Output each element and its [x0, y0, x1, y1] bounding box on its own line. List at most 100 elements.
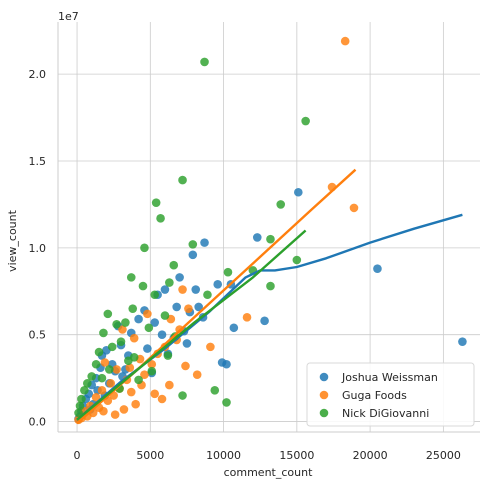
y-axis-title: view_count [6, 209, 19, 272]
legend-label-joshua-weissman: Joshua Weissman [341, 371, 438, 384]
point-nick-digiovanni [124, 356, 133, 366]
x-tick-label: 10000 [206, 449, 241, 462]
point-nick-digiovanni [116, 337, 126, 346]
point-nick-digiovanni [103, 309, 113, 319]
point-guga-foods [349, 203, 359, 213]
point-nick-digiovanni [156, 214, 165, 223]
point-guga-foods [119, 405, 129, 414]
point-guga-foods [99, 406, 108, 416]
axes-layer: 0 5000 10000 15000 20000 25000 0.0 0.5 1.0 1.5 2.0 [29, 22, 480, 462]
point-joshua-weissman [252, 233, 262, 242]
point-nick-digiovanni [169, 260, 179, 270]
point-joshua-weissman [222, 359, 231, 369]
point-joshua-weissman [143, 344, 152, 353]
point-nick-digiovanni [147, 366, 157, 376]
legend-marker-joshua-weissman [319, 372, 329, 382]
legend: Joshua Weissman Guga Foods Nick DiGiovanni [306, 362, 475, 427]
point-joshua-weissman [260, 316, 269, 326]
point-joshua-weissman [294, 187, 303, 197]
point-nick-digiovanni [178, 391, 187, 400]
y-tick-label: 1.5 [29, 155, 47, 168]
point-guga-foods [192, 370, 202, 379]
point-nick-digiovanni [77, 394, 86, 404]
point-nick-digiovanni [301, 116, 310, 126]
points-layer [74, 36, 467, 425]
point-guga-foods [106, 379, 116, 388]
point-guga-foods [242, 313, 252, 322]
point-nick-digiovanni [140, 243, 149, 253]
point-guga-foods [91, 392, 101, 402]
point-nick-digiovanni [151, 198, 161, 207]
point-nick-digiovanni [128, 304, 138, 313]
point-joshua-weissman [150, 318, 160, 327]
x-tick-label: 0 [74, 449, 81, 462]
point-guga-foods [140, 370, 149, 379]
x-axis-title: comment_count [224, 466, 313, 479]
point-nick-digiovanni [112, 319, 121, 329]
point-nick-digiovanni [223, 267, 233, 277]
point-nick-digiovanni [104, 365, 114, 374]
y-tick-label: 1.0 [29, 242, 47, 255]
point-guga-foods [131, 399, 140, 409]
point-joshua-weissman [182, 339, 192, 348]
point-guga-foods [340, 36, 350, 46]
point-joshua-weissman [157, 330, 167, 340]
point-guga-foods [97, 386, 107, 395]
point-guga-foods [143, 309, 152, 319]
x-tick-label: 20000 [353, 449, 388, 462]
point-joshua-weissman [229, 323, 239, 333]
point-nick-digiovanni [126, 273, 136, 282]
point-nick-digiovanni [165, 278, 174, 287]
point-joshua-weissman [172, 302, 181, 312]
point-nick-digiovanni [138, 281, 148, 291]
point-joshua-weissman [194, 302, 203, 312]
point-guga-foods [184, 304, 193, 313]
legend-box [306, 362, 475, 427]
point-joshua-weissman [134, 314, 143, 324]
point-joshua-weissman [213, 280, 223, 289]
point-nick-digiovanni [97, 373, 107, 383]
point-guga-foods [118, 325, 127, 334]
point-joshua-weissman [458, 337, 467, 346]
legend-label-nick-digiovanni: Nick DiGiovanni [342, 407, 429, 420]
point-nick-digiovanni [83, 379, 92, 388]
point-guga-foods [157, 394, 167, 404]
y-offset-text: 1e7 [58, 10, 79, 23]
point-guga-foods [150, 389, 160, 399]
lines-layer [76, 168, 463, 425]
point-guga-foods [178, 285, 187, 294]
point-joshua-weissman [191, 285, 201, 294]
point-nick-digiovanni [163, 351, 173, 360]
point-joshua-weissman [175, 273, 184, 282]
legend-label-guga-foods: Guga Foods [342, 389, 407, 402]
point-guga-foods [147, 359, 157, 369]
y-tick-label: 0.0 [29, 416, 47, 429]
point-joshua-weissman [373, 264, 382, 273]
point-nick-digiovanni [75, 401, 85, 411]
x-tick-label: 25000 [426, 449, 461, 462]
point-nick-digiovanni [266, 234, 275, 244]
point-guga-foods [125, 363, 135, 373]
point-nick-digiovanni [276, 200, 286, 209]
point-nick-digiovanni [178, 175, 187, 185]
x-tick-label: 5000 [136, 449, 164, 462]
point-nick-digiovanni [210, 386, 220, 395]
point-nick-digiovanni [266, 281, 275, 291]
point-guga-foods [110, 410, 120, 419]
legend-marker-guga-foods [319, 390, 329, 400]
point-joshua-weissman [160, 285, 170, 294]
point-nick-digiovanni [121, 318, 130, 327]
point-nick-digiovanni [80, 386, 89, 395]
point-joshua-weissman [200, 238, 209, 247]
point-guga-foods [126, 387, 136, 397]
point-nick-digiovanni [99, 328, 108, 338]
y-tick-label: 2.0 [29, 68, 47, 81]
point-guga-foods [165, 380, 174, 390]
point-nick-digiovanni [144, 323, 154, 333]
x-tick-label: 15000 [279, 449, 314, 462]
point-nick-digiovanni [94, 347, 104, 357]
point-nick-digiovanni [188, 240, 198, 249]
point-guga-foods [112, 365, 121, 374]
